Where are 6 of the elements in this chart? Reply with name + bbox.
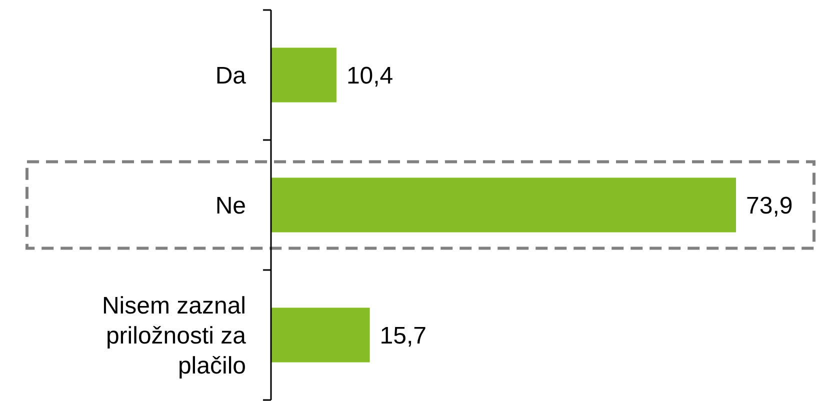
data-label: 15,7: [380, 322, 427, 350]
y-tick-label: Nisem zaznal priložnosti za plačilo: [102, 292, 247, 380]
y-tick-label: Da: [215, 62, 247, 90]
y-tick-label: Ne: [215, 192, 246, 220]
data-label: 73,9: [746, 192, 793, 220]
data-label: 10,4: [346, 62, 394, 90]
